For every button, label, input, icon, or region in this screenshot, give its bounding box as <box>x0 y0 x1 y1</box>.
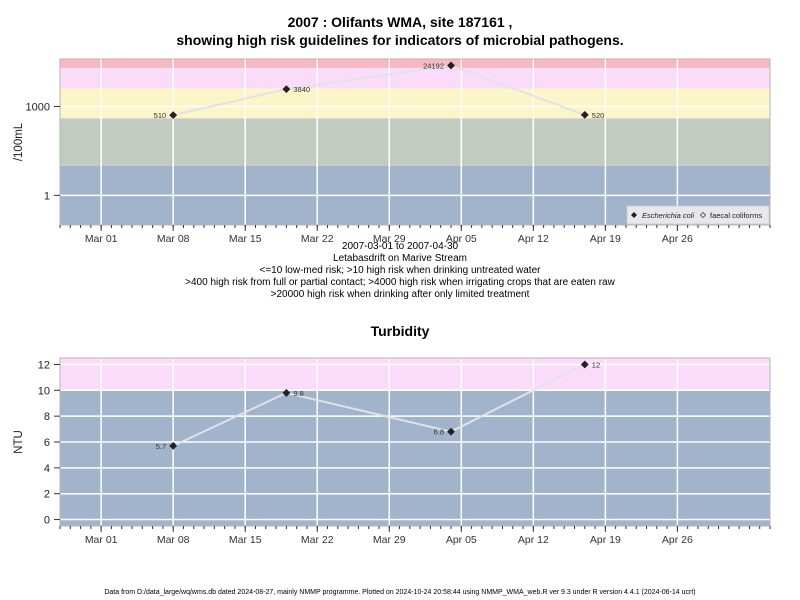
ecoli-plot: Mar 01 Mar 08 Mar 15 Mar 22 Mar 29 Apr 05 Apr … <box>13 58 771 245</box>
data-point <box>580 360 589 369</box>
x-tick-label: Mar 22 <box>301 534 334 546</box>
data-source-footer: Data from D:/data_large/wq/wms.db dated … <box>104 589 696 596</box>
data-label: 510 <box>154 111 167 120</box>
guideline-caption-3: >20000 high risk when drinking after onl… <box>270 289 530 300</box>
data-point <box>447 427 455 436</box>
series-line <box>172 64 586 117</box>
risk-band <box>60 118 770 166</box>
data-label: 24192 <box>423 61 444 70</box>
data-point <box>282 85 291 94</box>
data-point <box>580 110 589 119</box>
y-tick-label: 8 <box>44 411 50 423</box>
data-label: 12 <box>592 360 600 369</box>
data-point <box>447 61 455 70</box>
x-tick-label: Mar 29 <box>373 233 406 245</box>
x-tick-label: Apr 12 <box>518 233 549 245</box>
risk-band <box>60 358 770 391</box>
y-tick-label: 1 <box>44 190 50 202</box>
x-tick-label: Apr 19 <box>590 233 621 245</box>
data-point <box>282 388 291 397</box>
data-label: 3840 <box>293 85 310 94</box>
x-tick-label: Apr 26 <box>662 534 693 546</box>
x-tick-label: Mar 08 <box>157 534 190 546</box>
legend-label-ecoli: Escherichia coli <box>642 211 694 220</box>
chart-title-line1: 2007 : Olifants WMA, site 187161 , <box>287 14 513 30</box>
y-tick-label: 4 <box>44 463 50 475</box>
x-tick-label: Apr 19 <box>590 534 621 546</box>
x-tick-label: Mar 01 <box>85 233 118 245</box>
y-axis-label: /100mL <box>13 122 25 161</box>
y-tick-label: 10 <box>38 385 50 397</box>
x-tick-label: Mar 22 <box>301 233 334 245</box>
x-tick-label: Mar 15 <box>229 534 262 546</box>
risk-band <box>60 59 770 68</box>
x-tick-label: Apr 12 <box>518 534 549 546</box>
x-tick-label: Mar 08 <box>157 233 190 245</box>
data-point <box>169 441 178 450</box>
y-tick-label: 0 <box>44 515 50 527</box>
data-label: 520 <box>592 111 605 120</box>
legend-box <box>626 205 770 225</box>
x-tick-label: Apr 26 <box>662 233 693 245</box>
x-tick-label: Mar 15 <box>229 233 262 245</box>
series-line <box>172 363 586 447</box>
site-caption: Letabasdrift on Marive Stream <box>333 253 467 264</box>
y-tick-label: 2 <box>44 489 50 501</box>
plot-frame <box>59 58 771 226</box>
x-tick-label: Apr 05 <box>446 233 477 245</box>
data-label: 9.8 <box>293 389 303 398</box>
risk-band <box>60 88 770 119</box>
legend: Escherichia coli faecal coliforms <box>626 205 770 225</box>
guideline-caption-2: >400 high risk from full or partial cont… <box>185 277 615 288</box>
y-tick-label: 6 <box>44 437 50 449</box>
risk-band <box>60 390 770 526</box>
y-axis-label: NTU <box>13 430 25 454</box>
x-tick-label: Mar 01 <box>85 534 118 546</box>
risk-band <box>60 67 770 89</box>
guideline-caption-1: <=10 low-med risk; >10 high risk when dr… <box>259 265 541 276</box>
y-tick-label: 12 <box>38 359 50 371</box>
legend-marker-ecoli <box>631 212 637 218</box>
date-range-caption: 2007-03-01 to 2007-04-30 <box>341 241 459 252</box>
x-tick-label: Apr 05 <box>446 534 477 546</box>
chart-title-line2: showing high risk guidelines for indicat… <box>176 32 624 48</box>
y-tick-label: 1000 <box>26 101 50 113</box>
legend-marker-faecal <box>699 211 707 219</box>
legend-label-faecal: faecal coliforms <box>710 211 762 220</box>
data-label: 6.8 <box>434 428 444 437</box>
data-label: 5.7 <box>156 442 166 451</box>
turbidity-plot: Mar 01 Mar 08 Mar 15 Mar 22 Mar 29 Apr 05 Apr … <box>13 357 771 546</box>
x-tick-label: Mar 29 <box>373 534 406 546</box>
turbidity-title: Turbidity <box>370 323 430 339</box>
data-point <box>169 111 178 120</box>
